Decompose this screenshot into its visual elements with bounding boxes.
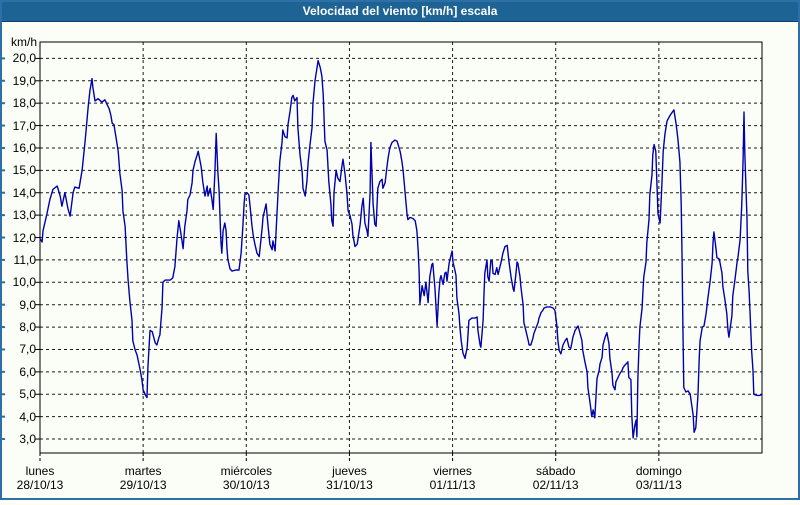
- y-tick-label: 4,0: [19, 409, 36, 424]
- day-name-label: viernes: [433, 464, 472, 478]
- day-label: domingo 03/11/13: [611, 464, 707, 492]
- y-tick-label: 9,0: [19, 297, 36, 312]
- day-date-label: 03/11/13: [635, 478, 682, 492]
- day-date-label: 02/11/13: [532, 478, 579, 492]
- day-name-label: lunes: [25, 464, 55, 478]
- y-tick-label: 8,0: [19, 320, 36, 335]
- y-tick-label: 20,0: [12, 51, 36, 66]
- day-date-label: 29/10/13: [119, 478, 167, 492]
- day-date-label: 31/10/13: [326, 478, 373, 492]
- day-date-label: 01/11/13: [429, 478, 476, 492]
- day-name-label: miércoles: [220, 464, 272, 478]
- y-tick-label: 12,0: [12, 230, 36, 245]
- day-label: jueves 31/10/13: [301, 464, 397, 492]
- y-tick-label: 7,0: [19, 342, 36, 357]
- y-tick-label: 16,0: [12, 140, 36, 155]
- day-label: miércoles 30/10/13: [198, 464, 294, 492]
- window-title: Velocidad del viento [km/h] escala: [302, 4, 498, 18]
- y-tick-label: 6,0: [19, 364, 36, 379]
- y-axis-unit-label: km/h: [10, 35, 37, 49]
- window-titlebar: Velocidad del viento [km/h] escala: [2, 2, 798, 22]
- y-tick-label: 14,0: [12, 185, 36, 200]
- day-date-label: 30/10/13: [222, 478, 270, 492]
- day-name-label: domingo: [635, 464, 682, 478]
- day-label: sábado 02/11/13: [508, 464, 604, 492]
- day-label: viernes 01/11/13: [405, 464, 501, 492]
- day-name-label: jueves: [332, 464, 367, 478]
- day-name-label: martes: [124, 464, 162, 478]
- day-label: lunes 28/10/13: [0, 464, 88, 492]
- day-label: martes 29/10/13: [95, 464, 191, 492]
- y-tick-label: 10,0: [12, 275, 36, 290]
- y-tick-label: 17,0: [12, 118, 36, 133]
- day-date-label: 28/10/13: [16, 478, 64, 492]
- plot-border: [39, 41, 763, 454]
- y-tick-label: 5,0: [19, 387, 36, 402]
- y-tick-label: 18,0: [12, 96, 36, 111]
- y-tick-label: 13,0: [12, 208, 36, 223]
- y-tick-label: 19,0: [12, 73, 36, 88]
- y-tick-label: 11,0: [13, 252, 36, 267]
- wind-speed-line: [39, 59, 763, 439]
- y-tick-label: 15,0: [12, 163, 36, 178]
- day-name-label: sábado: [536, 464, 576, 478]
- y-tick-label: 3,0: [19, 432, 36, 447]
